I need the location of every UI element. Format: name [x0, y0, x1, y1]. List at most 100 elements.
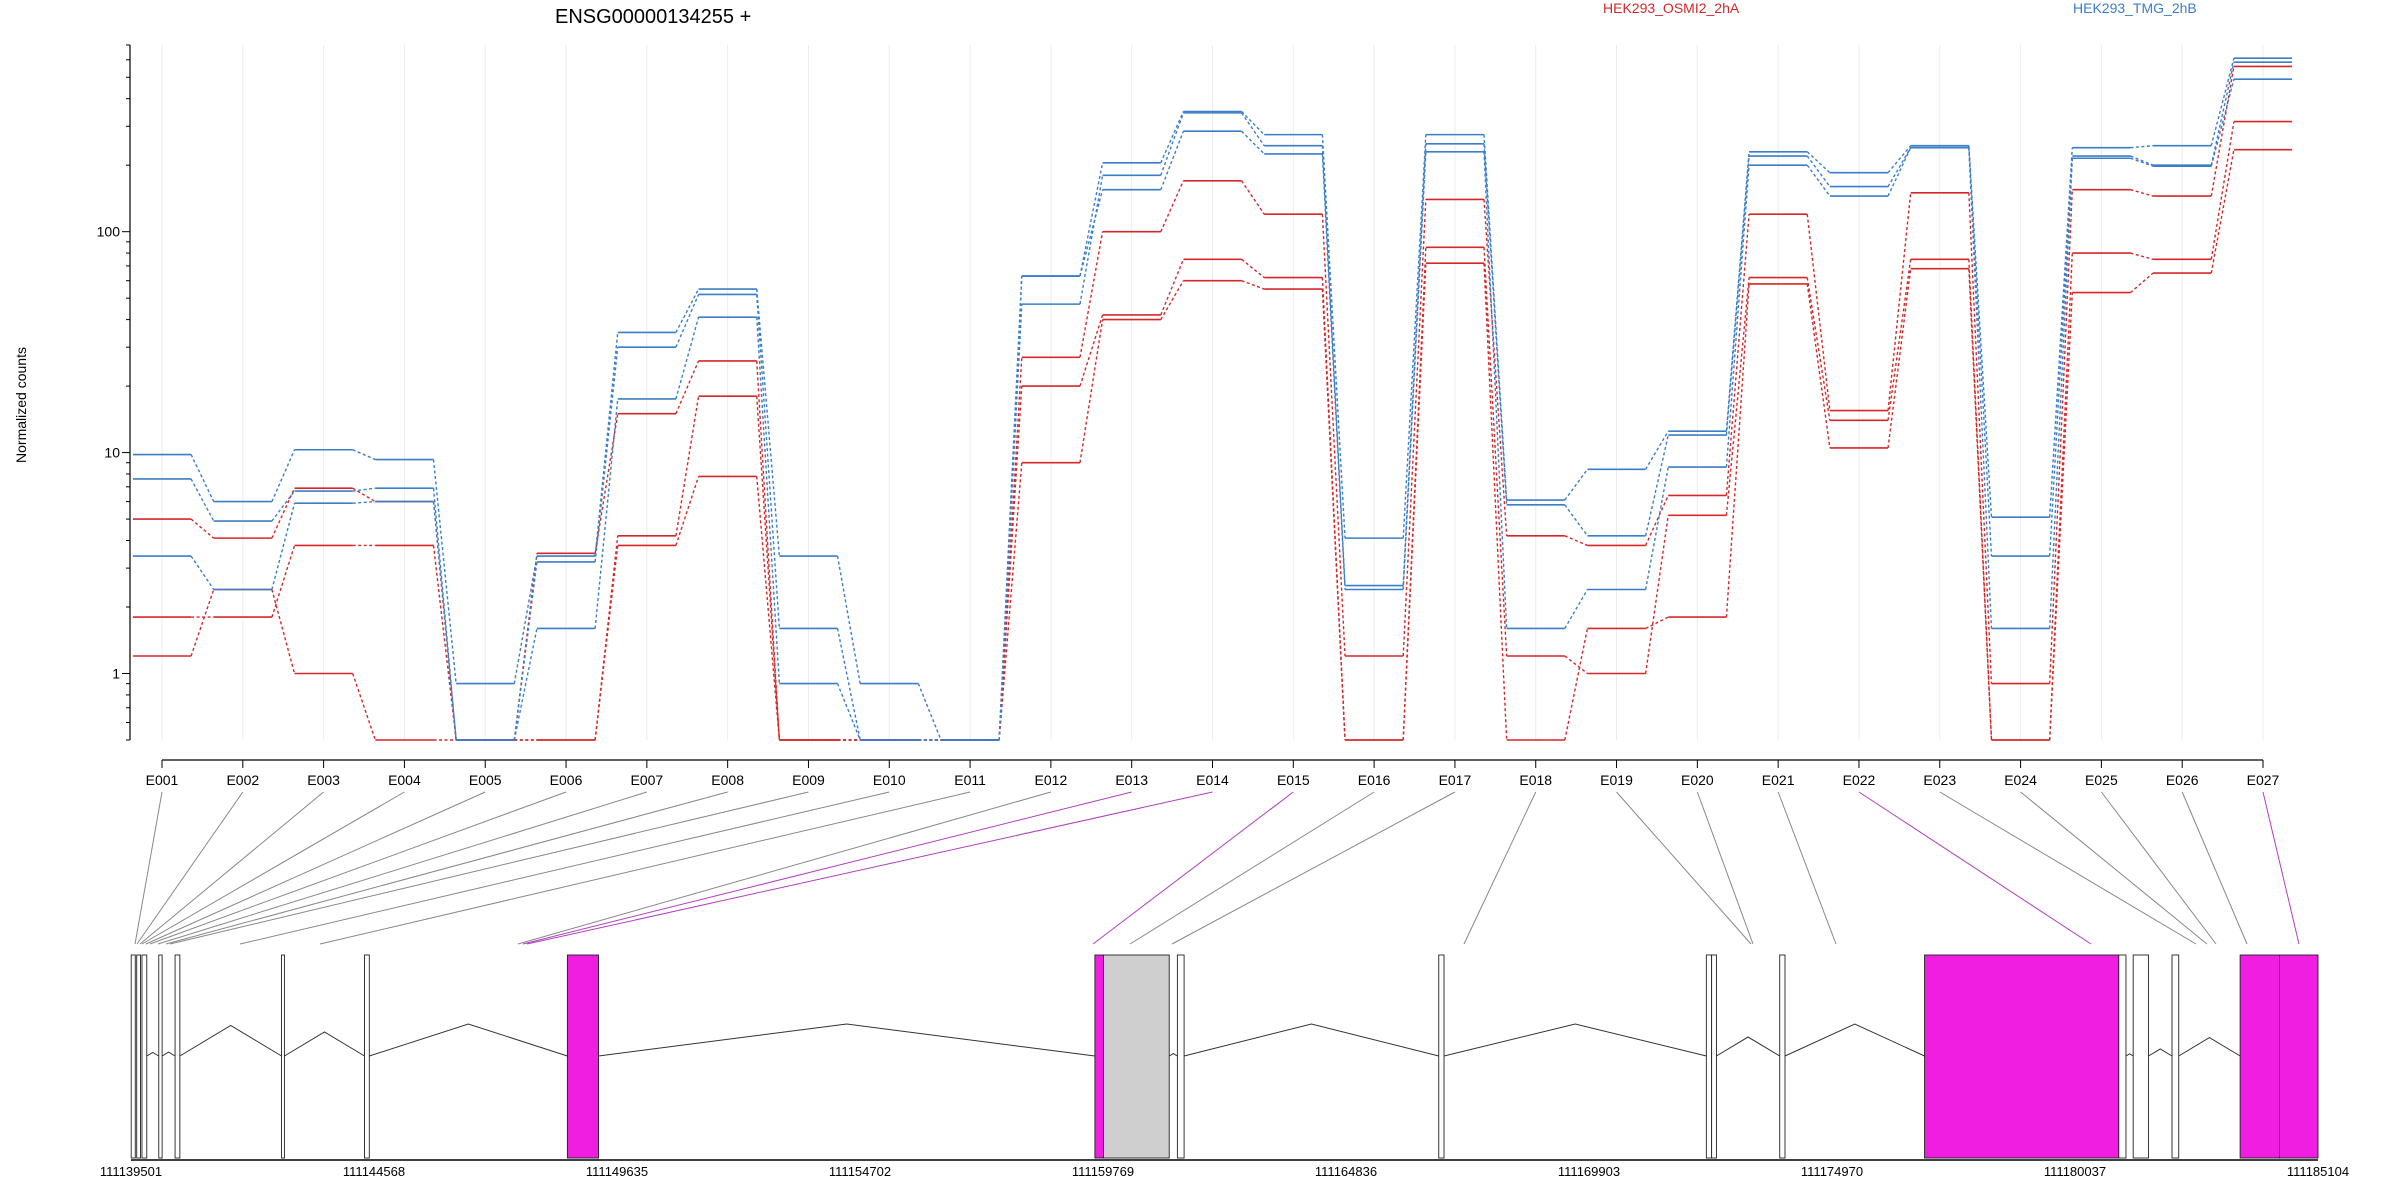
series-transition	[1725, 214, 1750, 496]
connector-line	[1616, 791, 1752, 945]
exon	[2171, 954, 2180, 1159]
series-transition	[1321, 289, 1346, 741]
exon	[1438, 954, 1445, 1159]
series-transition	[594, 332, 619, 557]
x-tick-label: E015	[1277, 772, 1310, 788]
x-tick-label: E012	[1035, 772, 1068, 788]
series-transition	[1160, 180, 1185, 232]
x-tick-label: E002	[226, 772, 259, 788]
series-transition	[1887, 147, 1912, 197]
highlighted-exon	[566, 954, 599, 1159]
x-tick-label: E026	[2166, 772, 2199, 788]
series-line	[132, 61, 2293, 741]
legend-entry-osmi: HEK293_OSMI2_2hA	[1603, 0, 1740, 16]
connector-line	[2181, 791, 2248, 945]
series-transition	[1079, 189, 1104, 277]
x-tick-label: E017	[1439, 772, 1472, 788]
y-tick-label: 10	[104, 445, 120, 461]
series-transition	[2048, 253, 2073, 741]
series-transition	[1321, 153, 1346, 590]
series-transition	[2130, 155, 2154, 166]
series-transition	[1968, 192, 1993, 684]
connector-line	[136, 791, 244, 945]
series-transition	[1725, 155, 1750, 436]
series-transition	[1160, 259, 1185, 316]
exon-connectors	[134, 791, 2300, 945]
series-transition	[1483, 199, 1508, 536]
series-transition	[271, 449, 296, 502]
series-transition	[675, 360, 700, 414]
genomic-coordinate-axis: 111139501 111144568 111149635 111154702 1111…	[100, 1159, 2349, 1179]
series-transition	[1241, 130, 1265, 155]
series-transition	[1564, 655, 1588, 675]
intron-line	[1183, 1023, 1439, 1057]
exon	[1711, 954, 1717, 1159]
series-transition	[594, 545, 619, 741]
series-transition	[271, 487, 296, 539]
connector-line	[157, 791, 647, 945]
x-tick-label: E001	[146, 772, 179, 788]
x-tick-label: E006	[550, 772, 583, 788]
series-lines	[132, 57, 2293, 741]
series-transition	[2210, 62, 2235, 166]
series-transition	[2048, 292, 2073, 741]
series-transition	[1806, 277, 1831, 421]
series-transition	[917, 683, 942, 741]
series-transition	[1241, 258, 1265, 279]
x-tick-label: E005	[469, 772, 502, 788]
series-transition	[1725, 277, 1750, 516]
x-tick-label: E022	[1843, 772, 1876, 788]
intron-line	[598, 1023, 1095, 1057]
connector-line	[517, 791, 1052, 945]
series-transition	[836, 628, 861, 741]
series-transition	[1241, 280, 1265, 290]
series-transition	[352, 449, 376, 461]
series-transition	[271, 490, 296, 522]
connector-line	[1129, 791, 1375, 945]
coordinate-label: 111159769	[1072, 1164, 1134, 1179]
series-transition	[1483, 247, 1508, 657]
series-transition	[756, 294, 781, 629]
series-transition	[1644, 515, 1669, 674]
highlighted-exon	[1094, 954, 1104, 1159]
series-transition	[513, 555, 538, 684]
series-transition	[998, 304, 1023, 741]
grid	[161, 45, 2264, 740]
series-transition	[1645, 616, 1669, 630]
series-transition	[1887, 145, 1912, 174]
series-transition	[352, 673, 376, 741]
intron-line	[1443, 1023, 1707, 1057]
series-transition	[675, 476, 700, 546]
series-transition	[1725, 165, 1750, 468]
series-transition	[1564, 535, 1588, 547]
exon	[174, 954, 181, 1159]
series-transition	[1564, 468, 1589, 501]
intron-line	[1716, 1036, 1780, 1057]
series-transition	[1079, 319, 1104, 463]
highlighted-exon	[2278, 954, 2319, 1159]
series-transition	[1402, 134, 1427, 539]
exon	[141, 954, 148, 1159]
intron-line	[2178, 1037, 2241, 1057]
series-transition	[1402, 151, 1427, 590]
intron-line	[146, 1051, 160, 1057]
exon	[1176, 954, 1185, 1159]
intron-line	[1784, 1023, 1925, 1057]
x-tick-label: E020	[1681, 772, 1714, 788]
series-transition	[1725, 283, 1750, 618]
series-transition	[2048, 156, 2073, 557]
series-transition	[1079, 175, 1104, 305]
series-transition	[1887, 268, 1912, 449]
series-transition	[1564, 628, 1589, 741]
series-line	[132, 148, 2293, 741]
connector-line	[134, 791, 163, 945]
series-line	[132, 65, 2293, 741]
coordinate-label: 111169903	[1558, 1164, 1620, 1179]
connector-line	[169, 791, 809, 945]
y-tick-label: 1	[112, 666, 120, 682]
series-transition	[1241, 180, 1265, 215]
connector-line	[1092, 791, 1294, 945]
series-transition	[432, 488, 457, 741]
x-tick-label: E016	[1358, 772, 1391, 788]
